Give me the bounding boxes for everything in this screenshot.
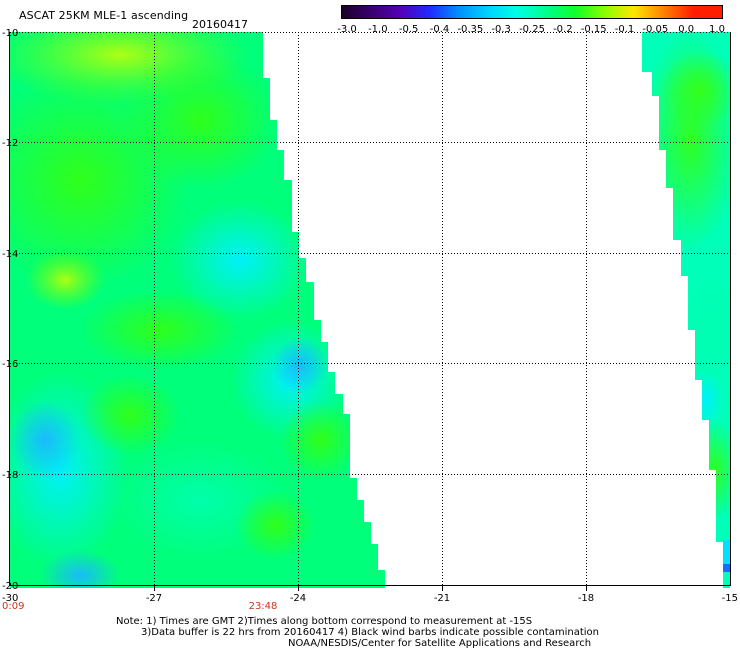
colorbar-label: -0.2 xyxy=(553,24,573,35)
colorbar-label: -0.3 xyxy=(491,24,511,35)
footer-credit: NOAA/NESDIS/Center for Satellite Applica… xyxy=(288,638,592,649)
time-label-left: 0:09 xyxy=(2,601,24,612)
colorbar-segment xyxy=(371,6,401,18)
time-label-mid: 23:48 xyxy=(249,601,278,612)
date-label: 20160417 xyxy=(192,18,248,31)
colorbar-label: -0.1 xyxy=(614,24,635,35)
y-tick-label: -20 xyxy=(2,581,18,592)
colorbar-segment xyxy=(517,6,547,18)
ticks xyxy=(154,585,587,591)
colorbar xyxy=(341,5,723,19)
x-tick-label: -18 xyxy=(578,593,594,604)
y-tick-label: -14 xyxy=(2,249,18,260)
colorbar-label: 0.0 xyxy=(678,24,695,35)
x-tick-label: -27 xyxy=(146,593,162,604)
x-tick-label: -15 xyxy=(722,593,738,604)
colorbar-segment xyxy=(400,6,430,18)
colorbar-segment xyxy=(692,6,723,18)
y-tick-label: -18 xyxy=(2,470,18,481)
y-tick-label: -12 xyxy=(2,138,18,149)
colorbar-segment xyxy=(342,6,372,18)
colorbar-label: -1.0 xyxy=(368,24,388,35)
colorbar-segment xyxy=(458,6,489,18)
y-tick-label: -10 xyxy=(2,28,18,39)
grid xyxy=(9,32,731,586)
colorbar-label: -0.4 xyxy=(429,24,450,35)
footer-note-2: 3)Data buffer is 22 hrs from 20160417 4)… xyxy=(141,627,599,638)
y-tick-label: -16 xyxy=(2,359,18,370)
left-swath xyxy=(10,32,385,588)
x-tick-label: -24 xyxy=(290,593,306,604)
colorbar-segment xyxy=(634,6,664,18)
colorbar-segment xyxy=(575,6,606,18)
colorbar-label: -0.15 xyxy=(580,24,607,35)
footer-note-1: Note: 1) Times are GMT 2)Times along bot… xyxy=(116,616,533,627)
colorbar-segment xyxy=(663,6,693,18)
colorbar-segment xyxy=(546,6,576,18)
colorbar-segment xyxy=(429,6,459,18)
x-tick-label: -30 xyxy=(2,593,18,604)
colorbar-label: -0.35 xyxy=(457,24,484,35)
colorbar-segment xyxy=(488,6,518,18)
colorbar-label: 1.0 xyxy=(709,24,725,35)
x-tick-label: -21 xyxy=(434,593,450,604)
colorbar-segment xyxy=(605,6,635,18)
right-swath xyxy=(642,32,730,588)
colorbar-label: -3.0 xyxy=(337,24,357,35)
colorbar-label: -0.5 xyxy=(398,24,419,35)
chart-title: ASCAT 25KM MLE-1 ascending xyxy=(19,9,189,22)
colorbar-label: -0.25 xyxy=(519,24,545,35)
colorbar-label: -0.05 xyxy=(642,24,669,35)
